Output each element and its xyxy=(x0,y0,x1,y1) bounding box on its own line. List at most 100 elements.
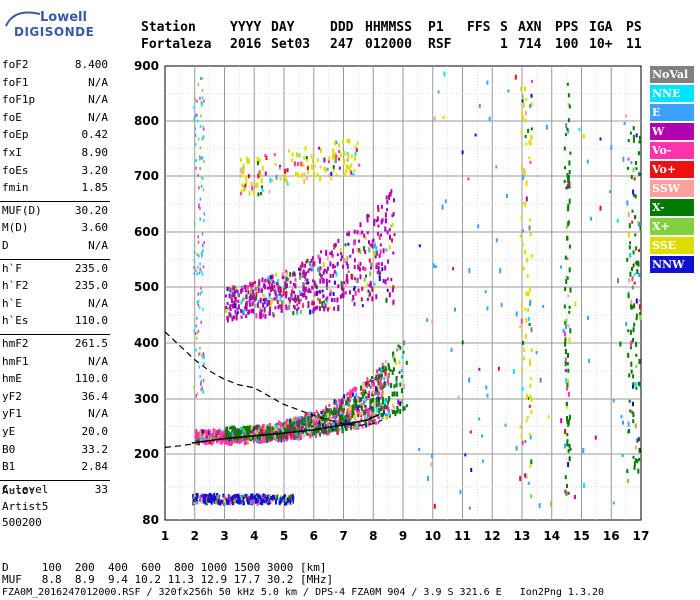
echo-point xyxy=(626,200,629,206)
echo-point xyxy=(209,433,212,437)
echo-point xyxy=(234,309,237,314)
echo-point xyxy=(302,422,305,426)
echo-point xyxy=(343,173,346,177)
echo-point xyxy=(192,494,195,500)
echo-point xyxy=(289,423,292,428)
x-tick-label: 8 xyxy=(369,529,377,543)
echo-point xyxy=(352,173,355,177)
echo-point xyxy=(354,145,357,149)
echo-point xyxy=(249,281,252,287)
echo-point xyxy=(565,405,568,409)
echo-point xyxy=(527,128,530,133)
echo-point xyxy=(232,292,235,297)
header-label-station: Station xyxy=(141,20,196,35)
echo-point xyxy=(196,99,198,103)
echo-point xyxy=(378,391,381,395)
echo-point xyxy=(368,383,371,387)
echo-point xyxy=(520,130,523,135)
echo-point xyxy=(386,200,389,205)
echo-point xyxy=(384,382,387,387)
echo-point xyxy=(279,423,282,427)
echo-point xyxy=(461,340,464,345)
echo-point xyxy=(235,313,238,317)
echo-point xyxy=(612,501,615,505)
echo-point xyxy=(617,278,619,284)
echo-point xyxy=(632,419,635,424)
echo-point xyxy=(235,316,238,321)
echo-point xyxy=(359,397,362,403)
echo-point xyxy=(338,150,341,153)
y-tick-label: 700 xyxy=(134,169,159,183)
echo-point xyxy=(333,280,336,285)
echo-point xyxy=(524,86,526,92)
echo-point xyxy=(574,301,577,307)
echo-point xyxy=(285,179,288,184)
echo-point xyxy=(242,425,245,431)
echo-point xyxy=(382,412,385,417)
echo-point xyxy=(470,468,473,472)
echo-point xyxy=(313,173,316,179)
echo-point xyxy=(634,194,637,199)
echo-point xyxy=(294,171,297,177)
echo-point xyxy=(351,392,354,397)
echo-point xyxy=(260,185,263,189)
echo-point xyxy=(450,347,453,352)
echo-point xyxy=(285,276,288,282)
echo-point xyxy=(227,440,230,446)
echo-point xyxy=(368,258,371,263)
echo-point xyxy=(230,297,233,301)
echo-point xyxy=(383,404,386,410)
echo-point xyxy=(283,288,285,292)
echo-point xyxy=(202,356,204,360)
echo-point xyxy=(262,423,265,429)
echo-point xyxy=(393,384,396,389)
echo-point xyxy=(524,307,527,311)
legend-item-sse: SSE xyxy=(650,237,694,254)
echo-point xyxy=(379,374,382,377)
echo-point xyxy=(384,226,387,232)
echo-point xyxy=(307,305,310,308)
echo-point xyxy=(632,412,635,418)
echo-point xyxy=(198,186,200,190)
echo-point xyxy=(199,206,201,210)
echo-point xyxy=(371,420,374,424)
echo-point xyxy=(288,421,291,426)
echo-point xyxy=(385,367,388,371)
echo-point xyxy=(311,158,314,164)
param-value: 8.400 xyxy=(74,58,108,71)
echo-point xyxy=(354,290,357,296)
echo-point xyxy=(281,496,284,502)
echo-point xyxy=(629,409,632,413)
echo-point xyxy=(366,218,369,223)
echo-point xyxy=(323,421,326,427)
echo-point xyxy=(202,429,204,434)
echo-point xyxy=(266,286,269,290)
echo-point xyxy=(562,328,565,333)
echo-point xyxy=(285,306,288,311)
echo-point xyxy=(286,271,289,276)
echo-point xyxy=(391,214,394,218)
echo-point xyxy=(343,418,346,424)
x-tick-label: 7 xyxy=(339,529,347,543)
echo-point xyxy=(298,267,300,271)
echo-point xyxy=(381,399,384,405)
echo-point xyxy=(520,215,523,220)
echo-point xyxy=(202,177,204,181)
y-tick-label: 600 xyxy=(134,225,159,239)
echo-point xyxy=(228,293,231,298)
echo-point xyxy=(384,413,387,417)
echo-point xyxy=(260,309,263,313)
echo-point xyxy=(309,290,312,294)
echo-point xyxy=(264,432,267,436)
echo-point xyxy=(201,102,204,106)
echo-point xyxy=(264,284,267,290)
x-tick-label: 4 xyxy=(250,529,258,543)
echo-point xyxy=(390,189,393,194)
echo-point xyxy=(443,71,446,77)
echo-point xyxy=(319,176,322,182)
echo-point xyxy=(310,310,313,314)
param-value: N/A xyxy=(88,407,108,421)
echo-point xyxy=(310,154,313,159)
param-label: h`E xyxy=(2,296,22,310)
echo-point xyxy=(215,499,218,505)
